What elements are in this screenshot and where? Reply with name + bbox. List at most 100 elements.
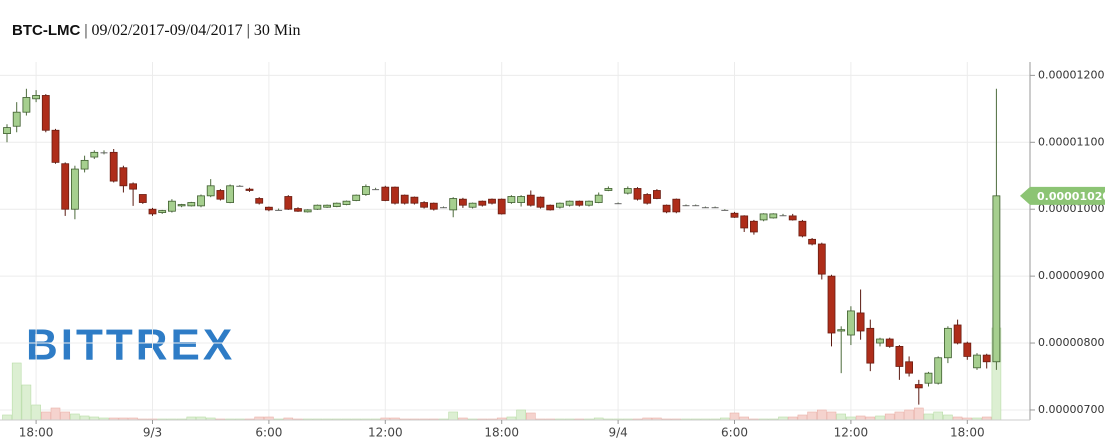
- x-tick-label: 9/4: [608, 426, 627, 440]
- watermark: BITTREX: [26, 321, 235, 370]
- candle-body: [410, 196, 419, 204]
- candle-body: [769, 213, 778, 219]
- candle-body: [662, 204, 671, 213]
- candle-body: [526, 194, 535, 206]
- candles: [3, 88, 1001, 405]
- candle-body: [953, 324, 962, 344]
- candle-body: [167, 200, 176, 212]
- candle-body: [420, 202, 429, 208]
- candle-body: [585, 200, 593, 206]
- candle-body: [866, 327, 875, 364]
- candle-body: [507, 196, 516, 203]
- candle-body: [682, 205, 690, 207]
- candle-body: [963, 342, 972, 357]
- volume-bar: [923, 413, 934, 421]
- title-details: | 09/02/2017-09/04/2017 | 30 Min: [84, 22, 300, 39]
- candle-body: [440, 207, 447, 209]
- y-tick-label: 0.00000900: [1038, 269, 1104, 282]
- candle-body: [895, 345, 904, 367]
- candle-body: [604, 188, 613, 191]
- candle-body: [488, 198, 496, 204]
- candle-body: [914, 384, 923, 389]
- candle-body: [759, 213, 768, 221]
- volume-bar: [943, 414, 953, 421]
- volume-bar: [913, 407, 924, 421]
- candle-body: [332, 202, 341, 207]
- candle-body: [847, 310, 855, 336]
- candle-body: [400, 194, 409, 204]
- candle-body: [556, 202, 564, 208]
- candle-body: [100, 152, 108, 154]
- symbol: BTC-LMC: [12, 22, 80, 39]
- candle-body: [236, 185, 244, 187]
- volume-bar: [21, 384, 32, 421]
- candle-body: [905, 361, 913, 374]
- candle-body: [226, 185, 235, 203]
- candle-body: [158, 210, 167, 213]
- candle-body: [197, 195, 205, 207]
- volume-bar: [855, 415, 866, 421]
- candle-body: [303, 209, 312, 213]
- candle-body: [61, 163, 70, 210]
- x-tick-label: 6:00: [255, 426, 282, 440]
- x-tick-label: 6:00: [721, 426, 748, 440]
- volume-bar: [31, 404, 41, 421]
- x-tick-label: 18:00: [484, 426, 519, 440]
- volume-bar: [70, 413, 80, 421]
- y-tick-label: 0.00000800: [1038, 336, 1104, 349]
- y-tick-label: 0.00001000: [1038, 202, 1104, 215]
- volume-bar: [807, 411, 817, 421]
- candle-body: [730, 212, 739, 218]
- candle-body: [187, 202, 196, 207]
- candle-body: [837, 329, 846, 332]
- volume-bar: [50, 407, 61, 421]
- candle-body: [478, 200, 487, 206]
- candle-body: [934, 357, 943, 384]
- volume-bar: [797, 414, 808, 421]
- candle-body: [148, 208, 157, 215]
- volume-bar: [79, 415, 90, 421]
- candle-body: [361, 186, 370, 195]
- chart-title: BTC-LMC | 09/02/2017-09/04/2017 | 30 Min: [12, 22, 301, 39]
- candle-body: [3, 127, 11, 134]
- volume-bars: [2, 327, 1002, 421]
- candle-body: [177, 204, 186, 207]
- candle-body: [798, 220, 807, 237]
- candle-body: [633, 188, 642, 200]
- candle-body: [827, 275, 836, 334]
- last-price-label: 0.00001020: [1037, 190, 1110, 203]
- candle-body: [721, 209, 729, 211]
- volume-bar: [875, 415, 885, 421]
- candle-body: [468, 202, 477, 208]
- candle-body: [429, 202, 438, 210]
- candle-body: [313, 204, 322, 210]
- volume-bar: [904, 409, 914, 421]
- candle-body: [672, 198, 681, 213]
- grid: [0, 62, 1030, 420]
- candle-body: [323, 204, 332, 208]
- candle-body: [924, 372, 933, 384]
- candle-body: [372, 189, 380, 191]
- candle-body: [594, 194, 603, 203]
- candle-body: [71, 168, 79, 210]
- candle-body: [808, 238, 816, 245]
- x-tick-label: 18:00: [19, 426, 54, 440]
- candle-body: [206, 185, 215, 197]
- volume-bar: [525, 412, 536, 421]
- volume-bar: [60, 411, 71, 421]
- x-tick-label: 12:00: [368, 426, 403, 440]
- volume-bar: [11, 362, 22, 421]
- candle-body: [41, 95, 50, 131]
- candle-body: [129, 183, 138, 190]
- volume-bar: [884, 413, 895, 421]
- candle-body: [982, 354, 991, 363]
- candle-body: [643, 194, 652, 204]
- volume-bar: [516, 409, 526, 421]
- candle-body: [788, 215, 797, 221]
- candle-body: [779, 215, 787, 217]
- last-price-flag: [1020, 186, 1105, 205]
- candle-body: [391, 186, 399, 204]
- y-tick-label: 0.00000700: [1038, 403, 1104, 416]
